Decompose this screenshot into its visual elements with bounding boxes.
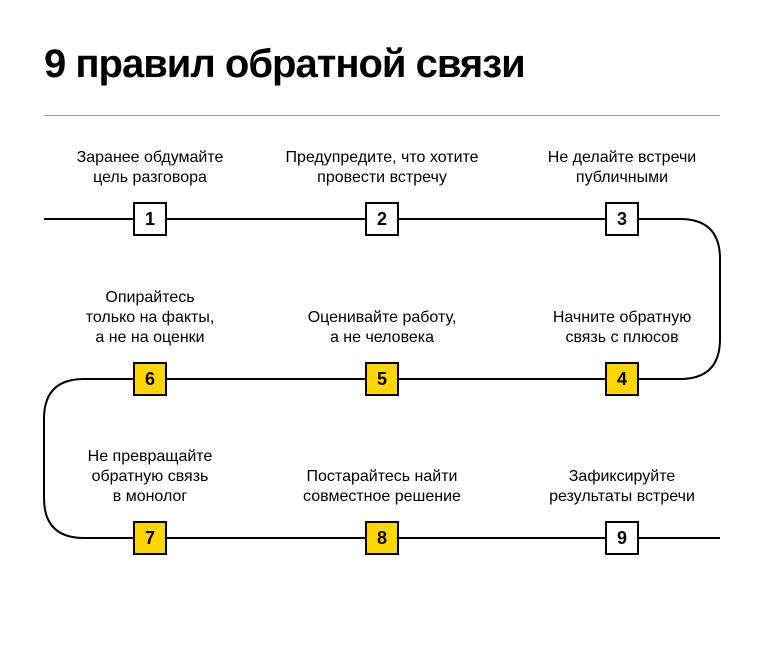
- step-caption: Не превращайте обратную связь в монолог: [88, 447, 213, 507]
- step-number-box: 6: [133, 362, 167, 396]
- step-1: Заранее обдумайте цель разговора 1: [35, 148, 265, 236]
- step-number-box: 9: [605, 521, 639, 555]
- divider: [44, 115, 720, 116]
- step-caption: Зафиксируйте результаты встречи: [549, 467, 695, 507]
- step-2: Предупредите, что хотите провести встреч…: [267, 148, 497, 236]
- step-caption: Не делайте встречи публичными: [548, 148, 696, 188]
- step-number-box: 5: [365, 362, 399, 396]
- step-caption: Опирайтесь только на факты, а не на оцен…: [86, 288, 215, 348]
- step-number-box: 3: [605, 202, 639, 236]
- step-number-box: 7: [133, 521, 167, 555]
- step-number-box: 2: [365, 202, 399, 236]
- step-4: Начните обратную связь с плюсов 4: [507, 308, 737, 396]
- step-number-box: 4: [605, 362, 639, 396]
- step-number-box: 8: [365, 521, 399, 555]
- step-7: Не превращайте обратную связь в монолог 7: [35, 447, 265, 555]
- step-9: Зафиксируйте результаты встречи 9: [507, 467, 737, 555]
- step-3: Не делайте встречи публичными 3: [507, 148, 737, 236]
- step-caption: Начните обратную связь с плюсов: [553, 308, 691, 348]
- step-number-box: 1: [133, 202, 167, 236]
- step-6: Опирайтесь только на факты, а не на оцен…: [35, 288, 265, 396]
- step-caption: Оценивайте работу, а не человека: [308, 308, 457, 348]
- page-title: 9 правил обратной связи: [44, 42, 525, 87]
- step-5: Оценивайте работу, а не человека 5: [267, 308, 497, 396]
- step-8: Постарайтесь найти совместное решение 8: [267, 467, 497, 555]
- step-caption: Предупредите, что хотите провести встреч…: [285, 148, 478, 188]
- step-caption: Постарайтесь найти совместное решение: [303, 467, 461, 507]
- step-caption: Заранее обдумайте цель разговора: [77, 148, 224, 188]
